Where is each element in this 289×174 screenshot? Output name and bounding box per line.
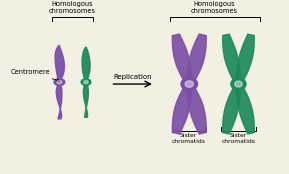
Polygon shape xyxy=(186,83,206,134)
Polygon shape xyxy=(236,83,254,134)
Ellipse shape xyxy=(81,79,91,85)
Polygon shape xyxy=(186,34,206,85)
Polygon shape xyxy=(82,47,90,80)
Ellipse shape xyxy=(181,78,198,90)
Polygon shape xyxy=(56,85,62,119)
Ellipse shape xyxy=(57,80,62,84)
Text: Sister
chromatids: Sister chromatids xyxy=(171,133,205,144)
Polygon shape xyxy=(223,34,241,85)
Text: Homologous
chromosomes: Homologous chromosomes xyxy=(190,1,237,14)
Text: Sister
chromatids: Sister chromatids xyxy=(222,133,255,144)
Ellipse shape xyxy=(185,81,193,87)
Ellipse shape xyxy=(235,81,242,87)
Text: Homologous
chromosomes: Homologous chromosomes xyxy=(49,1,96,14)
Ellipse shape xyxy=(231,78,246,90)
Polygon shape xyxy=(236,34,254,85)
Text: Centromere: Centromere xyxy=(10,69,60,82)
Polygon shape xyxy=(172,34,192,85)
Polygon shape xyxy=(83,85,88,117)
Ellipse shape xyxy=(54,79,65,85)
Polygon shape xyxy=(55,45,64,79)
Text: Replication: Replication xyxy=(113,74,151,80)
Ellipse shape xyxy=(84,81,88,84)
Polygon shape xyxy=(172,83,192,134)
Polygon shape xyxy=(223,83,241,134)
